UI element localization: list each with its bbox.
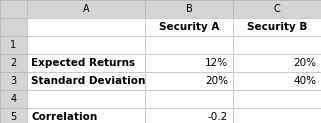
Bar [233,108,321,123]
Bar [0,90,27,108]
Bar [233,72,321,90]
Bar [145,72,233,90]
Bar [233,54,321,72]
Bar [0,54,27,72]
Bar [27,18,145,36]
Bar [145,90,233,108]
Text: 40%: 40% [293,76,316,86]
Bar [145,108,233,123]
Text: C: C [273,4,280,14]
Text: Security B: Security B [247,22,307,32]
Bar [27,36,145,54]
Text: Expected Returns: Expected Returns [31,58,135,68]
Text: 12%: 12% [205,58,228,68]
Text: 5: 5 [10,112,17,122]
Text: 4: 4 [11,94,17,104]
Text: -0.2: -0.2 [208,112,228,122]
Text: 1: 1 [11,40,17,50]
Text: B: B [186,4,192,14]
Bar [145,18,233,36]
Text: Standard Deviation: Standard Deviation [31,76,145,86]
Bar [233,72,321,90]
Text: 20%: 20% [205,76,228,86]
Bar [0,18,27,36]
Bar [233,0,321,18]
Text: 20%: 20% [293,58,316,68]
Bar [0,54,27,72]
Bar [27,72,145,90]
Bar [27,0,145,18]
Bar [145,0,233,18]
Bar [145,54,233,72]
Bar [145,108,233,123]
Bar [27,0,145,18]
Bar [27,54,145,72]
Bar [233,90,321,108]
Bar [0,0,27,18]
Bar [145,72,233,90]
Bar [145,54,233,72]
Text: A: A [83,4,89,14]
Bar [0,108,27,123]
Bar [0,72,27,90]
Bar [233,18,321,36]
Bar [145,90,233,108]
Bar [0,90,27,108]
Bar [233,54,321,72]
Bar [27,36,145,54]
Bar [0,18,27,36]
Text: Correlation: Correlation [31,112,97,122]
Bar [233,36,321,54]
Bar [27,108,145,123]
Bar [0,0,27,18]
Bar [0,108,27,123]
Bar [145,0,233,18]
Bar [27,90,145,108]
Bar [233,108,321,123]
Text: 2: 2 [10,58,17,68]
Bar [27,72,145,90]
Bar [0,36,27,54]
Bar [27,108,145,123]
Bar [233,90,321,108]
Bar [145,36,233,54]
Bar [0,36,27,54]
Bar [233,0,321,18]
Bar [27,90,145,108]
Bar [27,18,145,36]
Text: Security A: Security A [159,22,219,32]
Bar [0,72,27,90]
Bar [27,54,145,72]
Bar [145,18,233,36]
Bar [145,36,233,54]
Bar [233,18,321,36]
Text: 3: 3 [11,76,17,86]
Bar [233,36,321,54]
